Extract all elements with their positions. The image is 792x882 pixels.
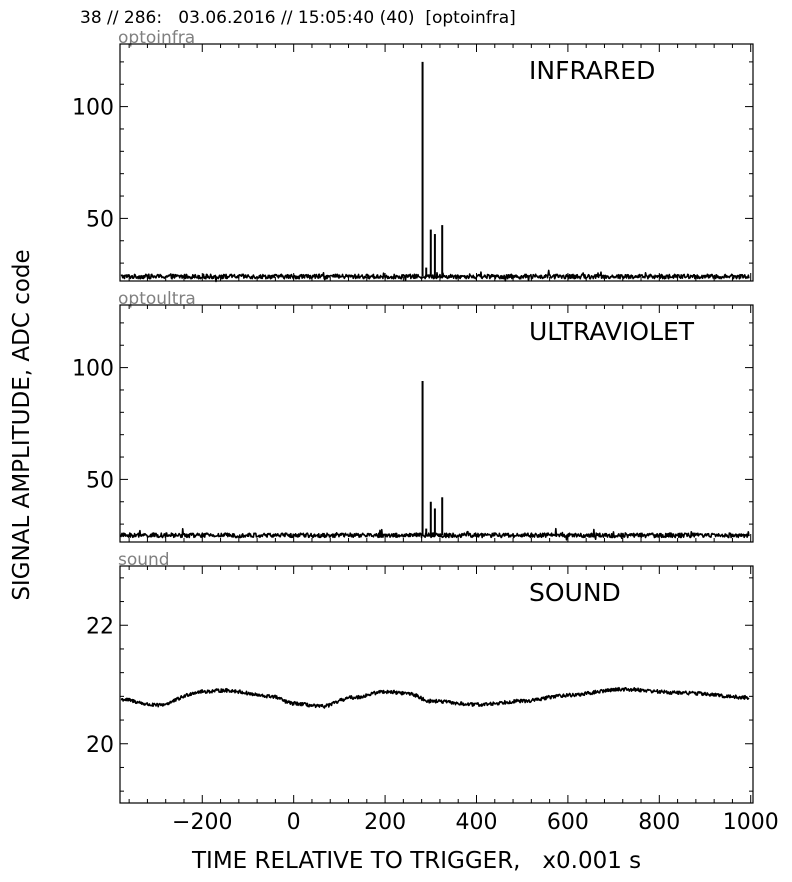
x-tick-label: 800 xyxy=(638,810,680,835)
x-tick-label: 400 xyxy=(455,810,497,835)
y-tick-label: 20 xyxy=(86,733,114,758)
y-tick-label: 50 xyxy=(86,468,114,493)
series-line xyxy=(120,269,750,283)
panel-title: SOUND xyxy=(529,578,621,607)
panel-name: optoultra xyxy=(118,289,196,309)
y-tick-label: 50 xyxy=(86,207,114,232)
series-line xyxy=(120,527,750,541)
x-tick-label: 600 xyxy=(547,810,589,835)
plot-frame xyxy=(119,43,754,282)
panel-name: sound xyxy=(118,550,170,570)
panel-title: ULTRAVIOLET xyxy=(529,317,695,346)
y-tick-label: 100 xyxy=(72,96,114,121)
plot-frame xyxy=(119,304,754,543)
panel-title: INFRARED xyxy=(529,56,655,85)
page-title: 38 // 286: 03.06.2016 // 15:05:40 (40) [… xyxy=(80,8,516,28)
y-tick-label: 22 xyxy=(86,614,114,639)
x-axis-label: TIME RELATIVE TO TRIGGER, x0.001 s xyxy=(192,848,642,874)
x-tick-label: 200 xyxy=(364,810,406,835)
x-tick-label: −200 xyxy=(172,810,232,835)
panel-name: optoinfra xyxy=(118,28,195,48)
plot-frame xyxy=(119,565,754,804)
x-tick-label: 0 xyxy=(287,810,301,835)
series-line xyxy=(120,686,750,709)
x-tick-label: 1000 xyxy=(723,810,779,835)
y-tick-label: 100 xyxy=(72,357,114,382)
